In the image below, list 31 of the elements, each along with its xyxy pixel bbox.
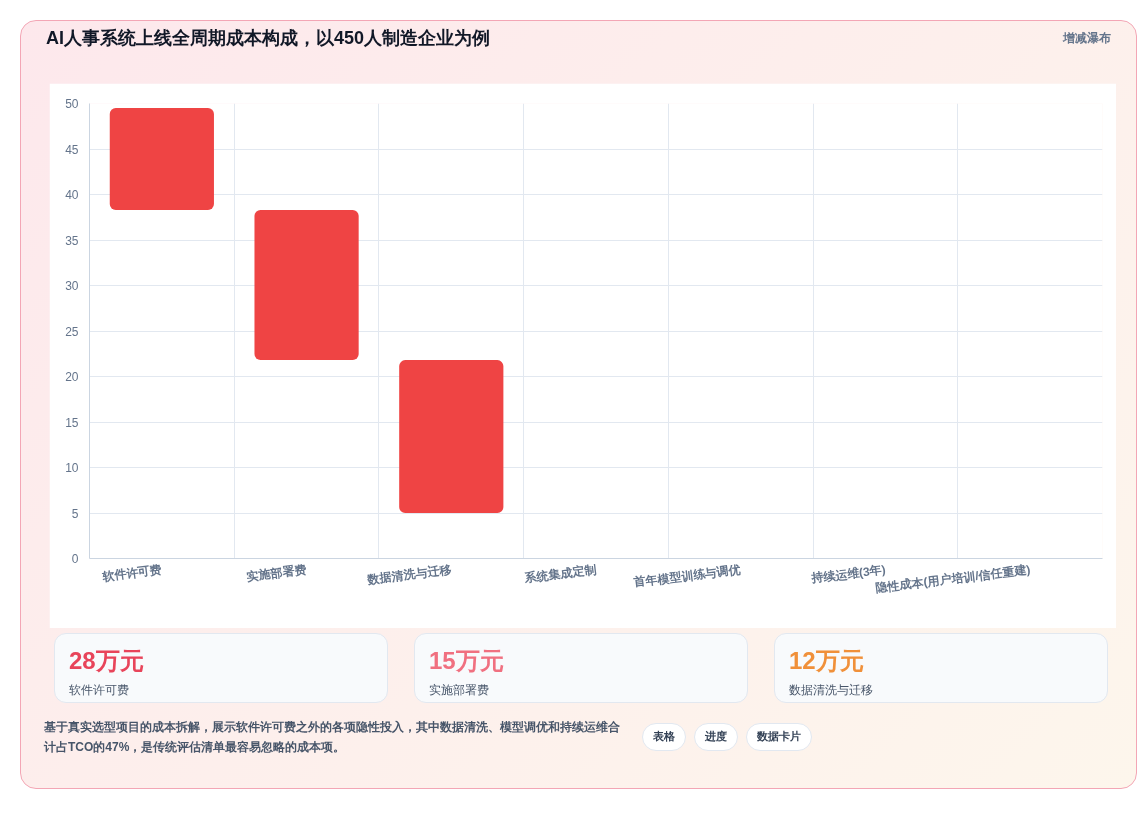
y-tick-label: 50 xyxy=(65,97,79,111)
y-tick-label: 5 xyxy=(71,506,79,521)
text: 软件许可费 xyxy=(69,682,130,700)
text: 15万元 xyxy=(429,646,505,676)
bar xyxy=(399,360,504,513)
x-tick-label: 首年模型训练与调优 xyxy=(631,562,742,590)
y-tick-label: 15 xyxy=(65,415,79,430)
y-tick-label: 20 xyxy=(65,370,79,384)
text: 12万元 xyxy=(789,646,865,676)
text: 28万元 xyxy=(69,646,145,676)
chart-title: AI人事系统上线全周期成本构成，以450人制造企业为例 xyxy=(46,27,491,50)
text: 数据清洗与迁移 xyxy=(789,682,874,700)
text: 增减瀑布 xyxy=(1063,30,1111,48)
y-tick-label: 35 xyxy=(65,233,79,248)
x-tick-label: 数据清洗与迁移 xyxy=(366,562,453,587)
text: 表格 xyxy=(642,723,686,751)
text: 进度 xyxy=(694,723,738,751)
y-tick-label: 0 xyxy=(71,552,79,566)
x-tick-label: 软件许可费 xyxy=(100,562,163,584)
text: 基于真实选型项目的成本拆解，展示软件许可费之外的各项隐性投入，其中数据清洗、模型调优和持续运维合计占TCO的47%，是传统评估清单最容易忽略的成本项。 xyxy=(44,719,621,756)
text: 实施部署费 xyxy=(429,682,490,700)
y-tick-label: 10 xyxy=(65,461,79,475)
text: 数据卡片 xyxy=(746,723,812,751)
x-tick-label: 实施部署费 xyxy=(246,562,308,584)
y-tick-label: 30 xyxy=(65,279,79,293)
bar xyxy=(109,108,214,210)
y-tick-label: 40 xyxy=(65,188,79,202)
y-tick-label: 25 xyxy=(65,324,79,339)
y-tick-label: 45 xyxy=(65,142,79,157)
x-tick-label: 系统集成定制 xyxy=(522,562,597,586)
bar xyxy=(254,209,359,361)
